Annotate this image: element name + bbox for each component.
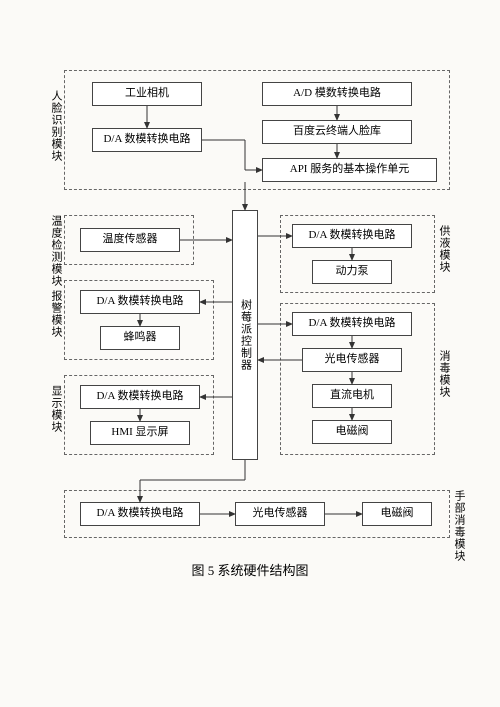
block-da-dis: D/A 数模转换电路 xyxy=(292,312,412,336)
block-cloud: 百度云终端人脸库 xyxy=(262,120,412,144)
block-buzzer: 蜂鸣器 xyxy=(100,326,180,350)
block-da-hand: D/A 数模转换电路 xyxy=(80,502,200,526)
block-api: API 服务的基本操作单元 xyxy=(262,158,437,182)
block-tempsensor: 温度传感器 xyxy=(80,228,180,252)
figure-caption: 图 5 系统硬件结构图 xyxy=(0,560,500,579)
label-display: 显示模块 xyxy=(50,385,61,433)
block-hmi: HMI 显示屏 xyxy=(90,421,190,445)
block-da-liq: D/A 数模转换电路 xyxy=(292,224,412,248)
label-temp: 温度检测模块 xyxy=(50,215,61,287)
label-liquid: 供液模块 xyxy=(438,225,449,273)
block-da-disp: D/A 数模转换电路 xyxy=(80,385,200,409)
block-da-alarm: D/A 数模转换电路 xyxy=(80,290,200,314)
block-valve-d: 电磁阀 xyxy=(312,420,392,444)
label-hand: 手部消毒模块 xyxy=(453,490,464,562)
block-cam: 工业相机 xyxy=(92,82,202,106)
block-valve-h: 电磁阀 xyxy=(362,502,432,526)
label-disinfect: 消毒模块 xyxy=(438,350,449,398)
block-photo-h: 光电传感器 xyxy=(235,502,325,526)
block-controller: 树莓派控制器 xyxy=(232,210,258,460)
block-photo: 光电传感器 xyxy=(302,348,402,372)
label-alarm: 报警模块 xyxy=(50,290,61,338)
block-da-face: D/A 数模转换电路 xyxy=(92,128,202,152)
block-ad: A/D 模数转换电路 xyxy=(262,82,412,106)
block-pump: 动力泵 xyxy=(312,260,392,284)
label-face: 人脸识别模块 xyxy=(50,90,61,162)
label-controller: 树莓派控制器 xyxy=(240,299,251,371)
block-dcmotor: 直流电机 xyxy=(312,384,392,408)
